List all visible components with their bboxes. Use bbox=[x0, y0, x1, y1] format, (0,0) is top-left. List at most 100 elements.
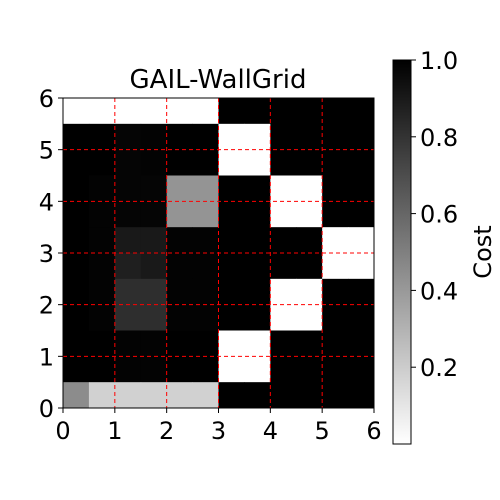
heatmap-cell bbox=[140, 227, 168, 254]
heatmap-cell bbox=[63, 123, 90, 151]
heatmap-cell bbox=[88, 98, 116, 125]
heatmap-cell bbox=[166, 253, 193, 280]
colorbar bbox=[392, 59, 412, 445]
heatmap-cell bbox=[244, 382, 271, 409]
heatmap-cell bbox=[348, 330, 375, 357]
heatmap-cell bbox=[88, 330, 116, 357]
x-tick-label: 0 bbox=[55, 417, 70, 445]
heatmap-cell bbox=[63, 175, 90, 202]
heatmap-cell bbox=[63, 356, 90, 383]
heatmap-cell bbox=[296, 356, 323, 383]
heatmap-cell bbox=[114, 123, 142, 151]
heatmap-cell bbox=[244, 98, 271, 125]
heatmap-cell bbox=[322, 227, 349, 254]
grid-lines bbox=[63, 98, 374, 408]
heatmap-cell bbox=[322, 253, 349, 280]
heatmap-cell bbox=[63, 330, 90, 357]
heatmap-cell bbox=[114, 278, 142, 306]
heatmap-cell bbox=[192, 98, 219, 125]
heatmap-cell bbox=[270, 227, 297, 254]
heatmap-cell bbox=[218, 149, 245, 176]
heatmap-cell bbox=[88, 356, 116, 383]
heatmap-cell bbox=[140, 330, 168, 357]
heatmap-cell bbox=[114, 330, 142, 357]
heatmap-cell bbox=[166, 382, 193, 409]
heatmap-cell bbox=[296, 253, 323, 280]
y-tick-label: 4 bbox=[39, 188, 54, 216]
heatmap-cell bbox=[114, 304, 142, 331]
heatmap-cell bbox=[296, 149, 323, 176]
heatmap-cell bbox=[63, 253, 90, 280]
heatmap-cell bbox=[244, 227, 271, 254]
heatmap-cell bbox=[270, 201, 297, 228]
heatmap-cell bbox=[192, 253, 219, 280]
colorbar-tick-label: 0.6 bbox=[420, 201, 458, 229]
heatmap-cell bbox=[270, 356, 297, 383]
heatmap-cell bbox=[166, 201, 193, 228]
heatmap-cell bbox=[140, 175, 168, 202]
heatmap-cell bbox=[88, 149, 116, 176]
y-tick-label: 2 bbox=[39, 292, 54, 320]
heatmap-cell bbox=[166, 356, 193, 383]
heatmap-cell bbox=[218, 278, 245, 306]
axes: 0 1 2 3 4 5 6 0 1 2 3 4 5 6 bbox=[39, 85, 382, 445]
heatmap-cell bbox=[296, 175, 323, 202]
heatmap-cell bbox=[296, 227, 323, 254]
heatmap-cell bbox=[88, 227, 116, 254]
colorbar-tick-label: 0.8 bbox=[420, 124, 458, 152]
heatmap-cell bbox=[192, 201, 219, 228]
heatmap-cell bbox=[218, 201, 245, 228]
heatmap-cell bbox=[270, 278, 297, 306]
heatmap-cell bbox=[114, 382, 142, 409]
heatmap-cell bbox=[322, 149, 349, 176]
heatmap-cell bbox=[348, 201, 375, 228]
heatmap-cell bbox=[192, 175, 219, 202]
heatmap-cell bbox=[63, 227, 90, 254]
heatmap-cell bbox=[270, 175, 297, 202]
heatmap-cell bbox=[166, 278, 193, 306]
heatmap-cell bbox=[270, 330, 297, 357]
y-tick-label: 3 bbox=[39, 240, 54, 268]
heatmap-cell bbox=[140, 123, 168, 151]
heatmap-cell bbox=[88, 304, 116, 331]
heatmap-cell bbox=[296, 123, 323, 151]
heatmap-cell bbox=[322, 330, 349, 357]
colorbar-ticks: 0.2 0.4 0.6 0.8 1.0 bbox=[411, 47, 458, 382]
heatmap-cell bbox=[322, 304, 349, 331]
heatmap-cell bbox=[88, 175, 116, 202]
y-tick-label: 1 bbox=[39, 343, 54, 371]
heatmap-cell bbox=[348, 253, 375, 280]
heatmap-cell bbox=[63, 382, 90, 409]
heatmap-cell bbox=[218, 227, 245, 254]
heatmap-cell bbox=[114, 98, 142, 125]
heatmap-cell bbox=[218, 356, 245, 383]
heatmap-cell bbox=[88, 201, 116, 228]
heatmap-cell bbox=[140, 278, 168, 306]
heatmap-cell bbox=[270, 123, 297, 151]
heatmap-cell bbox=[348, 123, 375, 151]
heatmap-cell bbox=[270, 149, 297, 176]
colorbar-label: Cost bbox=[469, 225, 497, 278]
heatmap-cell bbox=[348, 227, 375, 254]
heatmap-cell bbox=[140, 201, 168, 228]
heatmap-cell bbox=[63, 98, 90, 125]
x-tick-label: 3 bbox=[211, 417, 226, 445]
heatmap-cell bbox=[114, 149, 142, 176]
heatmap-cell bbox=[114, 227, 142, 254]
heatmap-cell bbox=[322, 278, 349, 306]
heatmap-cell bbox=[63, 149, 90, 176]
heatmap-cell bbox=[348, 278, 375, 306]
x-tick-label: 4 bbox=[263, 417, 278, 445]
heatmap-cell bbox=[88, 278, 116, 306]
heatmap-cell bbox=[192, 123, 219, 151]
heatmap-cell bbox=[322, 382, 349, 409]
heatmap-cell bbox=[244, 356, 271, 383]
chart-title: GAIL-WallGrid bbox=[130, 65, 307, 95]
heatmap-cell bbox=[296, 304, 323, 331]
heatmap-cell bbox=[322, 356, 349, 383]
heatmap-cell bbox=[296, 98, 323, 125]
heatmap-cell bbox=[244, 175, 271, 202]
heatmap-cell bbox=[218, 330, 245, 357]
heatmap-cell bbox=[348, 356, 375, 383]
